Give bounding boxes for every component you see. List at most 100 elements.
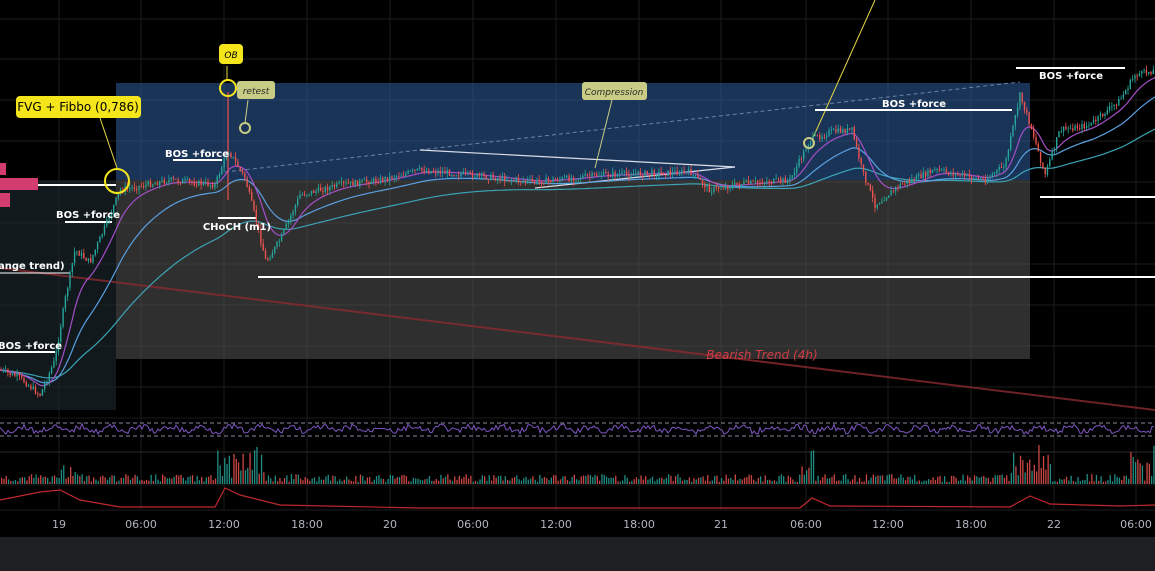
volume-bar xyxy=(164,476,166,484)
candle-body xyxy=(439,170,441,174)
volume-bar xyxy=(987,477,989,484)
volume-bar xyxy=(688,477,690,484)
candle-body xyxy=(223,158,225,168)
candle-body xyxy=(881,201,883,204)
volume-bar xyxy=(1098,480,1100,484)
candle-body xyxy=(750,180,752,184)
volume-bar xyxy=(486,480,488,484)
candle-body xyxy=(1085,125,1088,129)
candle-body xyxy=(368,182,370,184)
volume-bar xyxy=(1111,481,1114,484)
candle-body xyxy=(786,180,789,183)
candle-body xyxy=(522,180,524,182)
volume-bar xyxy=(129,479,132,484)
candle-body xyxy=(391,176,393,179)
candle-body xyxy=(1062,126,1065,132)
volume-bar xyxy=(127,475,129,484)
candle-body xyxy=(94,249,96,255)
volume-bar xyxy=(642,479,644,484)
volume-bar xyxy=(1134,462,1137,484)
price-chart[interactable]: FVG + Fibbo (0,786) OB retest Compressio… xyxy=(0,0,1155,537)
candle-body xyxy=(80,253,83,256)
volume-bar xyxy=(111,475,113,484)
candle-body xyxy=(849,128,851,130)
volume-bar xyxy=(879,475,881,484)
candle-body xyxy=(37,393,39,395)
volume-bar xyxy=(1093,481,1095,484)
candle-body xyxy=(697,174,699,178)
volume-bar xyxy=(56,477,58,484)
volume-bar xyxy=(502,480,504,484)
candle-body xyxy=(1005,158,1007,168)
candle-body xyxy=(244,172,246,179)
volume-bar xyxy=(265,480,267,484)
volume-bar xyxy=(389,474,391,484)
volume-bar xyxy=(1006,475,1008,484)
volume-bar xyxy=(182,477,184,484)
candle-body xyxy=(713,187,715,192)
volume-bar xyxy=(1017,475,1019,484)
volume-bar xyxy=(189,476,191,484)
volume-bar xyxy=(316,481,318,484)
volume-bar xyxy=(743,477,746,484)
candle-body xyxy=(142,186,145,187)
candle-body xyxy=(566,175,568,178)
fvg-label-box xyxy=(16,96,141,118)
volume-bar xyxy=(684,479,686,484)
volume-bar xyxy=(872,474,874,484)
candle-body xyxy=(264,250,267,259)
volume-bar xyxy=(976,476,978,484)
volume-bar xyxy=(925,480,927,484)
candle-body xyxy=(467,171,469,173)
volume-bar xyxy=(1013,452,1015,484)
candle-body xyxy=(1118,99,1120,106)
candle-body xyxy=(1053,148,1056,151)
candle-body xyxy=(878,203,881,205)
volume-bar xyxy=(369,476,371,484)
ma-medium xyxy=(0,96,1155,384)
candle-body xyxy=(285,223,287,230)
volume-bar xyxy=(980,476,983,484)
candle-body xyxy=(301,194,303,196)
candle-body xyxy=(927,170,929,177)
candle-body xyxy=(540,181,543,184)
candle-body xyxy=(821,136,823,139)
volume-bar xyxy=(891,474,893,484)
volume-bar xyxy=(132,477,134,484)
volume-bar xyxy=(934,479,937,484)
candle-body xyxy=(941,169,943,171)
volume-bar xyxy=(95,479,97,484)
volume-bar xyxy=(136,476,138,484)
volume-bar xyxy=(1144,480,1146,484)
volume-bar xyxy=(1100,476,1102,484)
volume-bar xyxy=(1036,471,1038,484)
volume-bar xyxy=(500,475,502,484)
volume-bar xyxy=(497,476,500,484)
volume-bar xyxy=(134,474,136,484)
candle-body xyxy=(340,181,343,183)
candle-body xyxy=(471,172,474,178)
volume-bar xyxy=(162,474,164,484)
volume-bar xyxy=(3,478,5,484)
volume-bar xyxy=(256,446,258,484)
volume-bar xyxy=(1059,478,1061,484)
volume-bar xyxy=(1001,474,1003,484)
bos-label-1: BOS +force xyxy=(0,341,62,352)
candle-body xyxy=(315,191,317,193)
candle-body xyxy=(922,172,924,179)
volume-bar xyxy=(605,476,608,484)
volume-bar xyxy=(33,477,35,484)
candle-body xyxy=(333,185,336,187)
candle-body xyxy=(704,184,706,188)
volume-bar xyxy=(251,469,253,484)
volume-bar xyxy=(210,475,212,484)
volume-bar xyxy=(513,477,516,484)
candle-body xyxy=(1141,70,1143,74)
candle-body xyxy=(614,172,616,177)
retest-connector-line xyxy=(244,99,249,124)
volume-bar xyxy=(1052,481,1054,484)
volume-bar xyxy=(463,476,465,484)
volume-bar xyxy=(159,481,161,484)
candle-body xyxy=(119,189,122,194)
